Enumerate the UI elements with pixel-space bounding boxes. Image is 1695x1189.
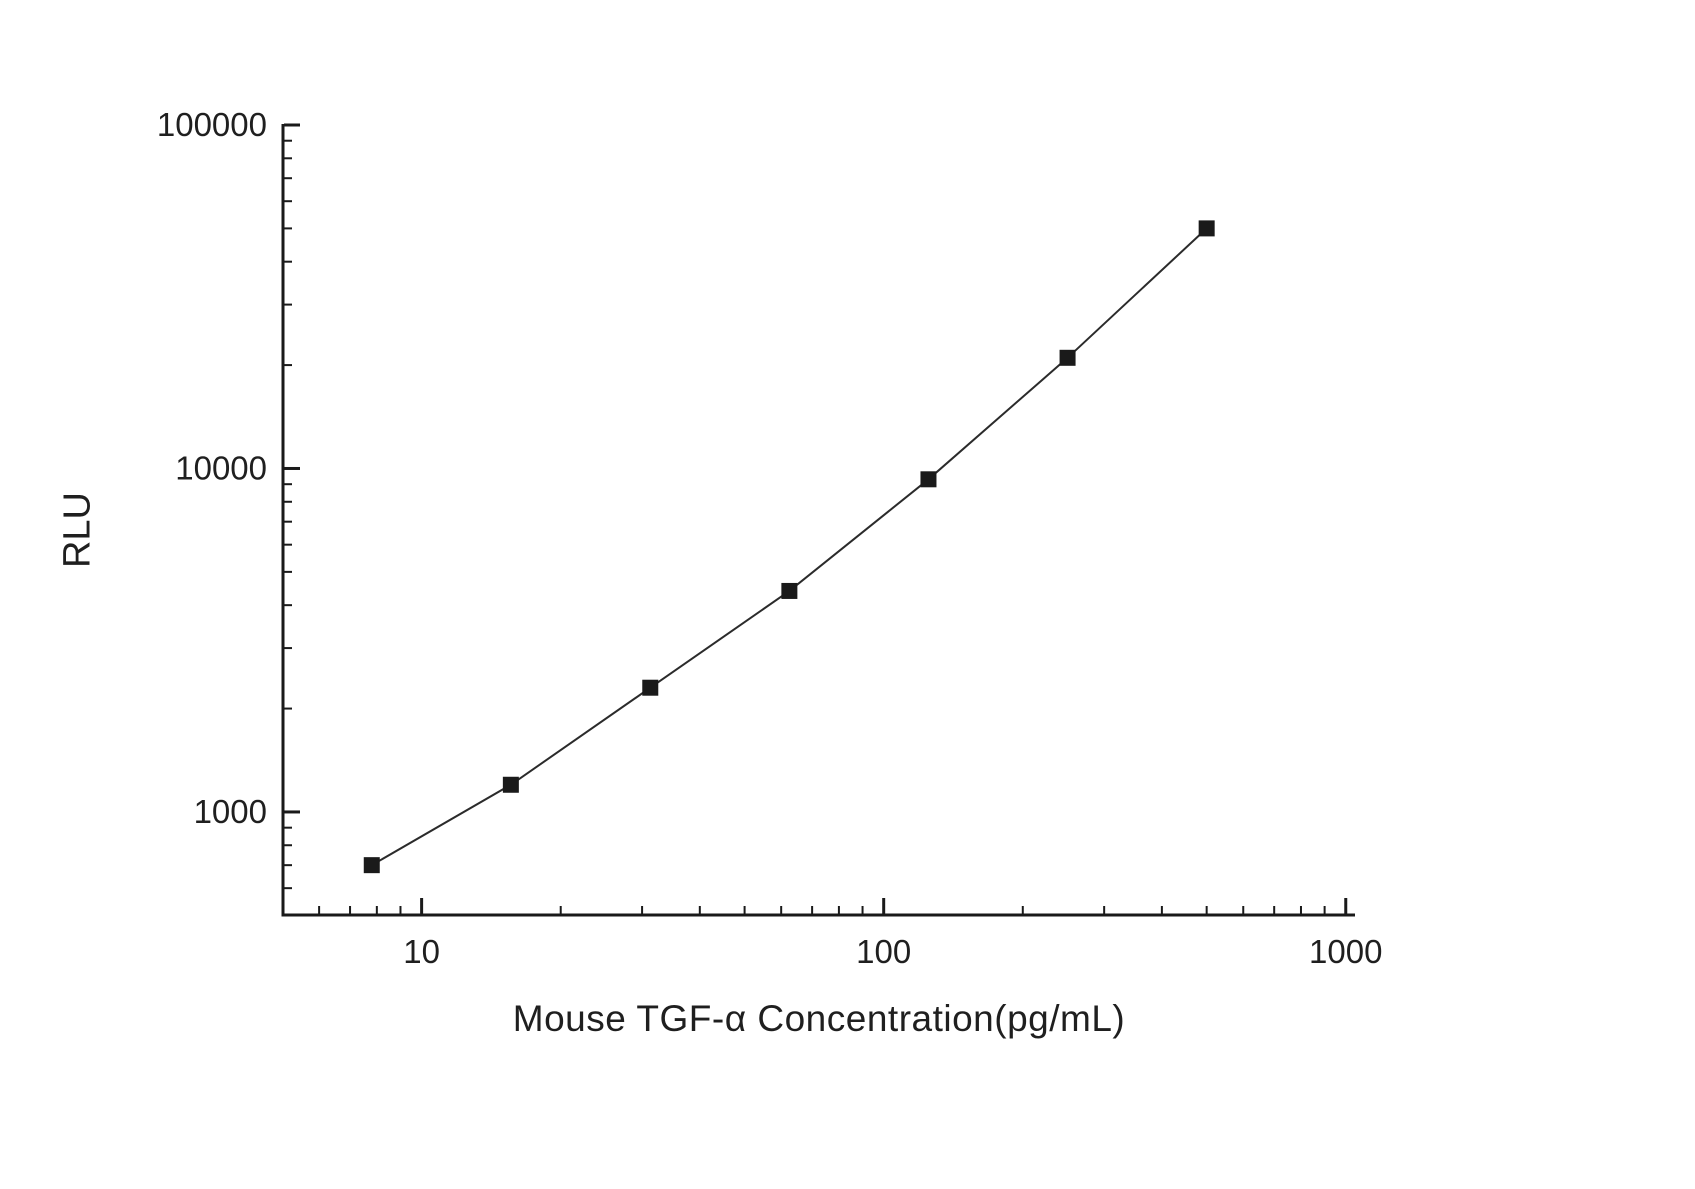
x-tick-label: 1000 <box>1309 933 1382 970</box>
y-tick-label: 1000 <box>194 793 267 830</box>
data-point-marker <box>502 776 519 793</box>
data-point-marker <box>1059 349 1076 366</box>
x-tick-label: 100 <box>856 933 911 970</box>
y-tick-label: 10000 <box>175 449 267 486</box>
data-point-marker <box>642 679 659 696</box>
data-point-marker <box>920 471 937 488</box>
data-point-marker <box>363 857 380 874</box>
data-point-marker <box>781 582 798 599</box>
x-tick-label: 10 <box>403 933 440 970</box>
y-axis-title: RLU <box>56 491 99 569</box>
data-line <box>371 227 1208 867</box>
x-axis-title: Mouse TGF-α Concentration(pg/mL) <box>512 998 1126 1039</box>
y-tick-label: 100000 <box>157 106 267 143</box>
data-point-marker <box>1198 220 1215 237</box>
